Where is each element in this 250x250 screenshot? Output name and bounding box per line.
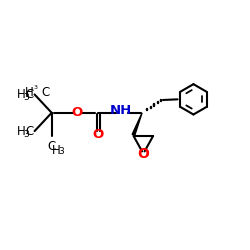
Text: C: C (42, 86, 50, 99)
Text: 3: 3 (23, 93, 29, 102)
Text: H: H (17, 124, 26, 138)
Text: H: H (24, 86, 33, 99)
Text: O: O (72, 106, 83, 119)
Text: NH: NH (110, 104, 132, 117)
Text: C: C (26, 124, 34, 138)
Text: 3: 3 (58, 147, 64, 156)
Text: $_3$: $_3$ (33, 84, 39, 92)
Polygon shape (132, 113, 142, 134)
Text: O: O (93, 128, 104, 141)
Text: H: H (52, 144, 61, 156)
Text: C: C (48, 140, 56, 153)
Text: H: H (17, 88, 26, 101)
Text: 3: 3 (23, 130, 29, 139)
Text: C: C (26, 88, 34, 101)
Text: O: O (138, 147, 149, 161)
